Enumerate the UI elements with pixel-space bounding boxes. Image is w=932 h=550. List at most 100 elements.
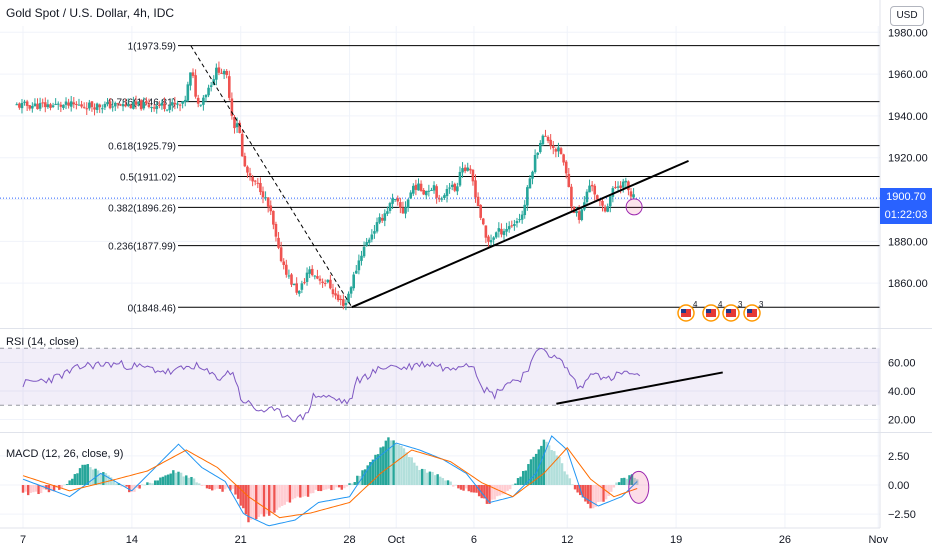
macd-histogram-bar	[350, 483, 354, 485]
macd-histogram-bar	[540, 445, 543, 485]
flag-canton	[706, 309, 711, 313]
candle-body	[163, 103, 166, 110]
candle-body	[523, 204, 527, 216]
macd-histogram-bar	[148, 482, 152, 485]
macd-histogram-bar	[91, 469, 95, 485]
candle-body	[176, 103, 179, 105]
macd-histogram-bar	[356, 475, 359, 485]
macd-histogram-bar	[99, 473, 102, 485]
candle-body	[85, 108, 89, 110]
candle-body	[593, 185, 597, 195]
candle-body	[38, 103, 42, 109]
macd-histogram-bar	[247, 485, 250, 523]
candle-body	[23, 101, 26, 103]
candle-body	[360, 255, 363, 261]
macd-histogram-bar	[573, 485, 577, 490]
candle-body	[160, 102, 164, 106]
macd-histogram-bar	[330, 485, 333, 491]
candle-body	[142, 102, 146, 109]
macd-histogram-bar	[571, 484, 574, 485]
macd-histogram-bar	[496, 485, 499, 497]
macd-histogram-bar	[384, 440, 388, 485]
currency-button[interactable]: USD	[890, 6, 924, 26]
candle-body	[476, 196, 480, 207]
candle-body	[150, 107, 153, 109]
candle-body	[323, 283, 327, 285]
macd-histogram-bar	[620, 478, 623, 485]
candle-body	[116, 103, 120, 105]
macd-histogram-bar	[516, 478, 520, 485]
candle-body	[559, 148, 563, 155]
macd-histogram-bar	[599, 485, 603, 502]
macd-histogram-bar	[244, 485, 248, 515]
macd-histogram-bar	[617, 482, 621, 485]
candle-body	[204, 94, 208, 98]
pane-divider-macd[interactable]	[0, 432, 932, 433]
candle-body	[518, 219, 521, 221]
candle-body	[168, 105, 171, 110]
macd-histogram-bar	[555, 455, 559, 485]
macd-histogram-bar	[519, 476, 522, 485]
candle-body	[178, 104, 182, 106]
macd-histogram-bar	[527, 464, 530, 485]
macd-histogram-bar	[252, 485, 255, 519]
macd-histogram-bar	[558, 457, 561, 485]
candle-body	[305, 272, 309, 282]
macd-histogram-bar	[200, 485, 204, 487]
macd-histogram-bar	[560, 463, 564, 485]
macd-histogram-bar	[63, 484, 66, 486]
drawings	[190, 45, 689, 309]
price-tick-label: 1860.00	[888, 278, 928, 290]
macd-histogram-bar	[84, 464, 87, 485]
macd-histogram-bar	[286, 485, 289, 502]
candle-body	[264, 197, 267, 199]
macd-histogram-bar	[534, 453, 538, 485]
macd-histogram-bar	[332, 485, 336, 490]
candle-body	[170, 102, 174, 106]
candle-body	[88, 102, 91, 109]
candle-body	[601, 200, 604, 206]
macd-histogram-bar	[291, 485, 294, 500]
macd-histogram-bar	[602, 485, 605, 502]
macd-histogram-bar	[109, 477, 113, 485]
candle-body	[603, 206, 607, 212]
macd-histogram-bar	[96, 470, 100, 485]
macd-histogram-bar	[257, 485, 261, 517]
macd-histogram-bar	[265, 485, 268, 514]
macd-histogram-bar	[78, 468, 82, 485]
candle-body	[303, 282, 306, 284]
candle-body	[277, 237, 280, 248]
rsi-tick-label: 60.00	[888, 357, 916, 369]
macd-histogram-bar	[524, 470, 527, 485]
macd-histogram-bar	[366, 465, 369, 485]
candle-body	[383, 213, 387, 221]
macd-histogram-bar	[205, 485, 209, 489]
candle-body	[399, 202, 402, 208]
macd-histogram-bar	[506, 485, 509, 491]
x-tick-label: Nov	[868, 534, 888, 546]
rsi-tick-label: 40.00	[888, 386, 916, 398]
candle-body	[347, 293, 350, 303]
candle-body	[417, 183, 420, 191]
candle-body	[388, 203, 392, 211]
macd-histogram-bar	[76, 473, 79, 485]
candle-body	[549, 139, 552, 146]
candle-body	[334, 293, 337, 296]
candle-body	[427, 190, 431, 192]
candle-body	[194, 75, 197, 97]
macd-histogram-bar	[413, 462, 416, 485]
macd-histogram-bar	[503, 485, 507, 495]
pane-divider-rsi[interactable]	[0, 328, 932, 329]
macd-histogram-bar	[405, 452, 408, 485]
candle-body	[551, 145, 555, 149]
macd-histogram-bar	[208, 485, 211, 490]
macd-histogram-bar	[288, 485, 292, 503]
candle-body	[181, 101, 184, 104]
candle-body	[43, 102, 47, 108]
flag-canton	[726, 309, 731, 313]
candle-body	[453, 183, 457, 191]
candle-body	[616, 186, 620, 188]
candle-body	[564, 161, 568, 174]
candle-body	[202, 97, 205, 105]
